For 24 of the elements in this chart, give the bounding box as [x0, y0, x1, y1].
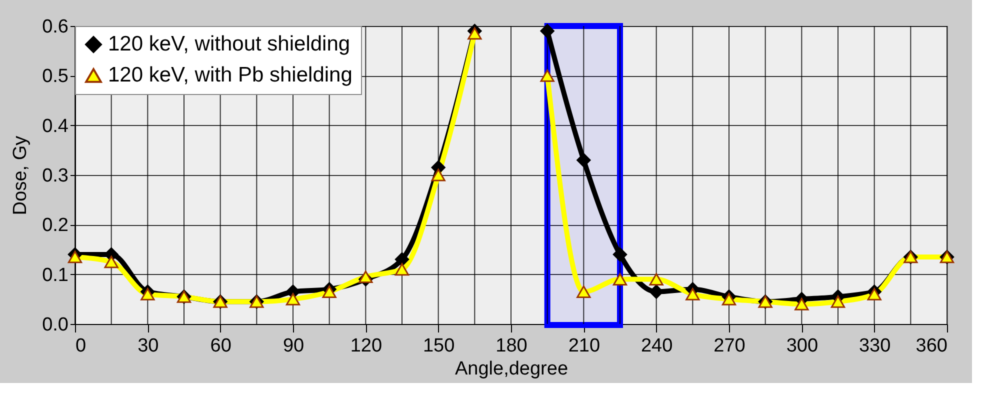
x-tick-label: 60	[210, 336, 232, 356]
x-tick-label: 30	[138, 336, 159, 356]
legend-label: 120 keV, with Pb shielding	[108, 64, 352, 86]
y-tick-label: 0.6	[42, 16, 68, 38]
x-tick-label: 150	[422, 336, 455, 356]
x-tick-label: 330	[858, 336, 891, 356]
x-axis-title: Angle,degree	[454, 358, 568, 380]
x-tick-label: 210	[568, 336, 600, 356]
y-axis-title: Dose, Gy	[10, 135, 32, 216]
legend-label: 120 keV, without shielding	[108, 32, 350, 56]
y-tick-label: 0.1	[42, 264, 68, 286]
x-tick-label: 300	[786, 336, 818, 356]
y-tick-label: 0.4	[42, 116, 69, 137]
x-tick-label: 180	[496, 336, 528, 356]
y-tick-label: 0.5	[42, 66, 68, 88]
y-tick-label: 0.3	[42, 166, 68, 186]
x-tick-label: 90	[282, 336, 304, 356]
x-tick-label: 360	[916, 336, 948, 356]
x-tick-label: 240	[640, 336, 673, 356]
y-tick-label: 0.2	[42, 215, 68, 236]
x-tick-label: 120	[350, 336, 382, 356]
x-tick-label: 0	[76, 336, 86, 356]
y-tick-label: 0.0	[42, 314, 68, 336]
x-tick-label: 270	[714, 336, 746, 356]
